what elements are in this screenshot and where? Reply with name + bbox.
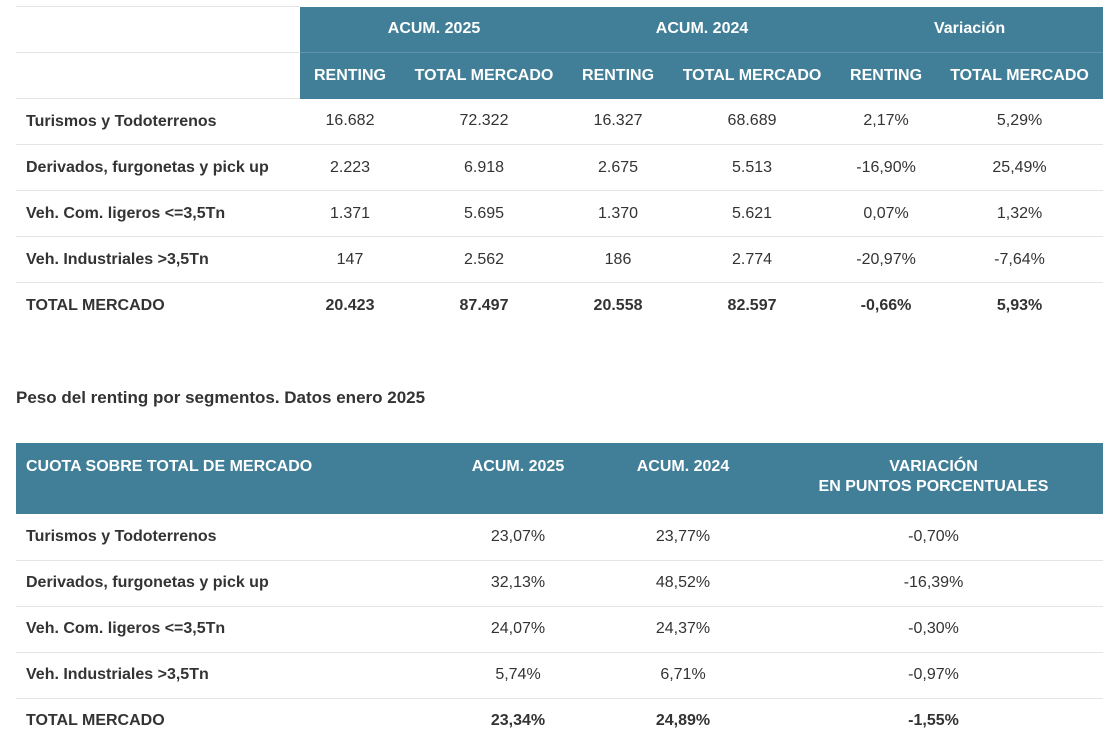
cell: 24,37% bbox=[602, 606, 764, 653]
cell: 6.918 bbox=[400, 144, 569, 191]
cell: -7,64% bbox=[936, 236, 1104, 283]
cell: 72.322 bbox=[400, 98, 569, 145]
cell: 2,17% bbox=[836, 98, 937, 145]
cell: 23,77% bbox=[602, 514, 764, 561]
cell: -20,97% bbox=[836, 236, 937, 283]
group-header-row: ACUM. 2025 ACUM. 2024 Variación bbox=[16, 6, 1104, 53]
header-variacion: VARIACIÓN EN PUNTOS PORCENTUALES bbox=[764, 443, 1103, 514]
renting-volume-table: ACUM. 2025 ACUM. 2024 Variación RENTING … bbox=[16, 6, 1104, 329]
cell: 48,52% bbox=[602, 560, 764, 607]
cell: -0,97% bbox=[764, 652, 1103, 699]
cell: 82.597 bbox=[727, 296, 777, 314]
subheader-row: RENTING TOTAL MERCADO RENTING TOTAL MERC… bbox=[16, 52, 1104, 99]
group-header-2025: ACUM. 2025 bbox=[300, 6, 569, 53]
table-row: Derivados, furgonetas y pick up 32,13% 4… bbox=[16, 560, 1103, 607]
section-subtitle: Peso del renting por segmentos. Datos en… bbox=[16, 388, 426, 407]
row-label: Derivados, furgonetas y pick up bbox=[16, 560, 434, 607]
subheader-renting: RENTING bbox=[836, 52, 937, 99]
cell: 24,89% bbox=[655, 712, 711, 730]
subheader-renting: RENTING bbox=[568, 52, 669, 99]
group-header-2024: ACUM. 2024 bbox=[568, 6, 837, 53]
row-label: Veh. Industriales >3,5Tn bbox=[16, 236, 300, 283]
cell: 16.682 bbox=[300, 98, 400, 145]
header-cuota: CUOTA SOBRE TOTAL DE MERCADO bbox=[16, 443, 434, 514]
header-blank-cell bbox=[16, 6, 300, 53]
cell: 1.370 bbox=[568, 190, 669, 237]
cell: 23,07% bbox=[434, 514, 602, 561]
cell: 25,49% bbox=[936, 144, 1104, 191]
row-label: Turismos y Todoterrenos bbox=[16, 514, 434, 561]
subheader-total-mercado: TOTAL MERCADO bbox=[936, 52, 1104, 99]
group-header-variacion: Variación bbox=[836, 6, 1104, 53]
subheader-total-mercado: TOTAL MERCADO bbox=[668, 52, 837, 99]
header-blank-cell bbox=[16, 52, 300, 99]
row-label: Veh. Com. ligeros <=3,5Tn bbox=[16, 606, 434, 653]
table-row: Derivados, furgonetas y pick up 2.223 6.… bbox=[16, 144, 1104, 191]
cell: 2.675 bbox=[568, 144, 669, 191]
cell: 2.562 bbox=[400, 236, 569, 283]
cell: 2.223 bbox=[300, 144, 400, 191]
cell: 20.423 bbox=[325, 296, 375, 314]
row-label: Veh. Com. ligeros <=3,5Tn bbox=[16, 190, 300, 237]
cell: -0,66% bbox=[860, 296, 912, 314]
row-label: TOTAL MERCADO bbox=[26, 296, 165, 314]
cell: 5,29% bbox=[936, 98, 1104, 145]
total-row: TOTAL MERCADO 23,34% 24,89% -1,55% bbox=[16, 698, 1103, 730]
row-label: TOTAL MERCADO bbox=[26, 712, 165, 730]
cell: -0,30% bbox=[764, 606, 1103, 653]
header-variacion-line1: VARIACIÓN bbox=[889, 458, 978, 475]
cell: 1.371 bbox=[300, 190, 400, 237]
cell: 32,13% bbox=[434, 560, 602, 607]
cell: 2.774 bbox=[668, 236, 837, 283]
header-acum-2025: ACUM. 2025 bbox=[434, 443, 602, 514]
cell: -16,90% bbox=[836, 144, 937, 191]
table-row: Veh. Industriales >3,5Tn 147 2.562 186 2… bbox=[16, 236, 1104, 283]
cell: 5.621 bbox=[668, 190, 837, 237]
row-label: Turismos y Todoterrenos bbox=[16, 98, 300, 145]
table-row: Turismos y Todoterrenos 16.682 72.322 16… bbox=[16, 98, 1104, 145]
cell: 1,32% bbox=[936, 190, 1104, 237]
header-acum-2024: ACUM. 2024 bbox=[602, 443, 764, 514]
cell: 5,74% bbox=[434, 652, 602, 699]
cell: 6,71% bbox=[602, 652, 764, 699]
cell: 186 bbox=[568, 236, 669, 283]
cell: 5.513 bbox=[668, 144, 837, 191]
cell: -1,55% bbox=[908, 712, 959, 730]
subheader-renting: RENTING bbox=[300, 52, 400, 99]
cell: 16.327 bbox=[568, 98, 669, 145]
cell: 147 bbox=[300, 236, 400, 283]
cell: -16,39% bbox=[764, 560, 1103, 607]
cell: 23,34% bbox=[490, 712, 546, 730]
cell: 5.695 bbox=[400, 190, 569, 237]
cell: 68.689 bbox=[668, 98, 837, 145]
cell: 0,07% bbox=[836, 190, 937, 237]
renting-share-table: CUOTA SOBRE TOTAL DE MERCADO ACUM. 2025 … bbox=[16, 443, 1103, 730]
table-row: Veh. Industriales >3,5Tn 5,74% 6,71% -0,… bbox=[16, 652, 1103, 699]
header-row: CUOTA SOBRE TOTAL DE MERCADO ACUM. 2025 … bbox=[16, 443, 1103, 514]
total-row: TOTAL MERCADO 20.423 87.497 20.558 82.59… bbox=[16, 283, 1103, 329]
cell: 5,93% bbox=[996, 296, 1043, 314]
table-row: Turismos y Todoterrenos 23,07% 23,77% -0… bbox=[16, 514, 1103, 561]
subheader-total-mercado: TOTAL MERCADO bbox=[400, 52, 569, 99]
cell: -0,70% bbox=[764, 514, 1103, 561]
table-row: Veh. Com. ligeros <=3,5Tn 24,07% 24,37% … bbox=[16, 606, 1103, 653]
cell: 20.558 bbox=[593, 296, 643, 314]
header-variacion-line2: EN PUNTOS PORCENTUALES bbox=[818, 478, 1049, 495]
row-label: Derivados, furgonetas y pick up bbox=[16, 144, 300, 191]
row-label: Veh. Industriales >3,5Tn bbox=[16, 652, 434, 699]
cell: 24,07% bbox=[434, 606, 602, 653]
table-row: Veh. Com. ligeros <=3,5Tn 1.371 5.695 1.… bbox=[16, 190, 1104, 237]
cell: 87.497 bbox=[459, 296, 509, 314]
